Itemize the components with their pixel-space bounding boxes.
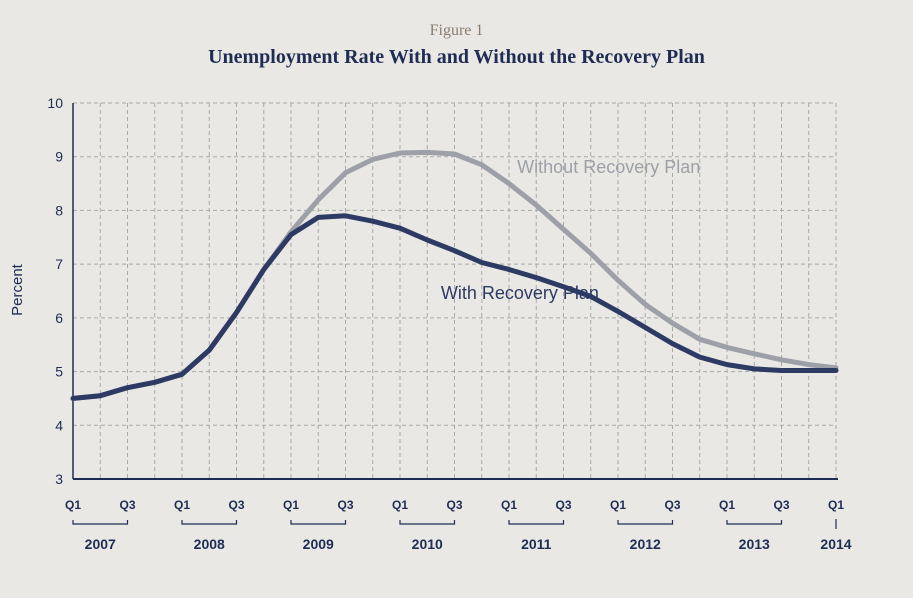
x-tick-label: Q1: [828, 498, 844, 512]
x-tick-label: Q3: [664, 498, 680, 512]
y-tick-label: 6: [55, 310, 63, 326]
y-tick-label: 9: [55, 149, 63, 165]
x-tick-label: Q1: [65, 498, 81, 512]
year-bracket: [181, 520, 238, 525]
y-tick-label: 8: [55, 202, 63, 218]
x-tick-label: Q3: [773, 498, 789, 512]
year-label: 2009: [303, 536, 334, 552]
figure-number: Figure 1: [429, 22, 484, 39]
x-tick-label: Q1: [501, 498, 517, 512]
year-bracket: [290, 520, 347, 525]
year-label: 2012: [630, 536, 661, 552]
year-bracket: [72, 520, 129, 525]
y-tick-label: 5: [55, 364, 63, 380]
year-bracket: [617, 520, 674, 525]
x-tick-label: Q3: [337, 498, 353, 512]
year-label: 2008: [194, 536, 225, 552]
year-label: 2010: [412, 536, 443, 552]
series-label-without-plan: Without Recovery Plan: [517, 157, 700, 177]
x-tick-label: Q3: [446, 498, 462, 512]
x-tick-label: Q3: [555, 498, 571, 512]
y-axis-label: Percent: [9, 263, 26, 316]
x-tick-label: Q3: [228, 498, 244, 512]
year-bracket: [726, 520, 783, 525]
y-tick-label: 10: [47, 95, 63, 111]
year-bracket: [508, 520, 565, 525]
y-tick-label: 7: [55, 256, 63, 272]
year-label: 2007: [85, 536, 116, 552]
series-layer: [70, 149, 839, 401]
series-label-with-plan: With Recovery Plan: [441, 283, 599, 303]
x-tick-label: Q1: [719, 498, 735, 512]
grid-layer: [73, 102, 837, 479]
x-tick-label: Q1: [392, 498, 408, 512]
year-label: 2011: [521, 536, 552, 552]
x-tick-label: Q1: [174, 498, 190, 512]
y-tick-label: 4: [55, 417, 63, 433]
label-layer: Without Recovery Plan With Recovery Plan: [441, 157, 700, 303]
year-label: 2013: [739, 536, 770, 552]
x-tick-label: Q1: [283, 498, 299, 512]
x-tick-label: Q3: [119, 498, 135, 512]
chart-title: Unemployment Rate With and Without the R…: [208, 46, 705, 68]
year-label: 2014: [820, 536, 851, 552]
year-bracket: [399, 520, 456, 525]
x-tick-label: Q1: [610, 498, 626, 512]
axis-layer: 3 4 5 6 7 8 9 10 Q1 Q3 Q1 Q3 Q1 Q3 Q1 Q3 Q1 Q3 Q1 Q3 Q1 Q3 Q1 2…: [47, 95, 851, 552]
y-tick-label: 3: [55, 471, 63, 487]
